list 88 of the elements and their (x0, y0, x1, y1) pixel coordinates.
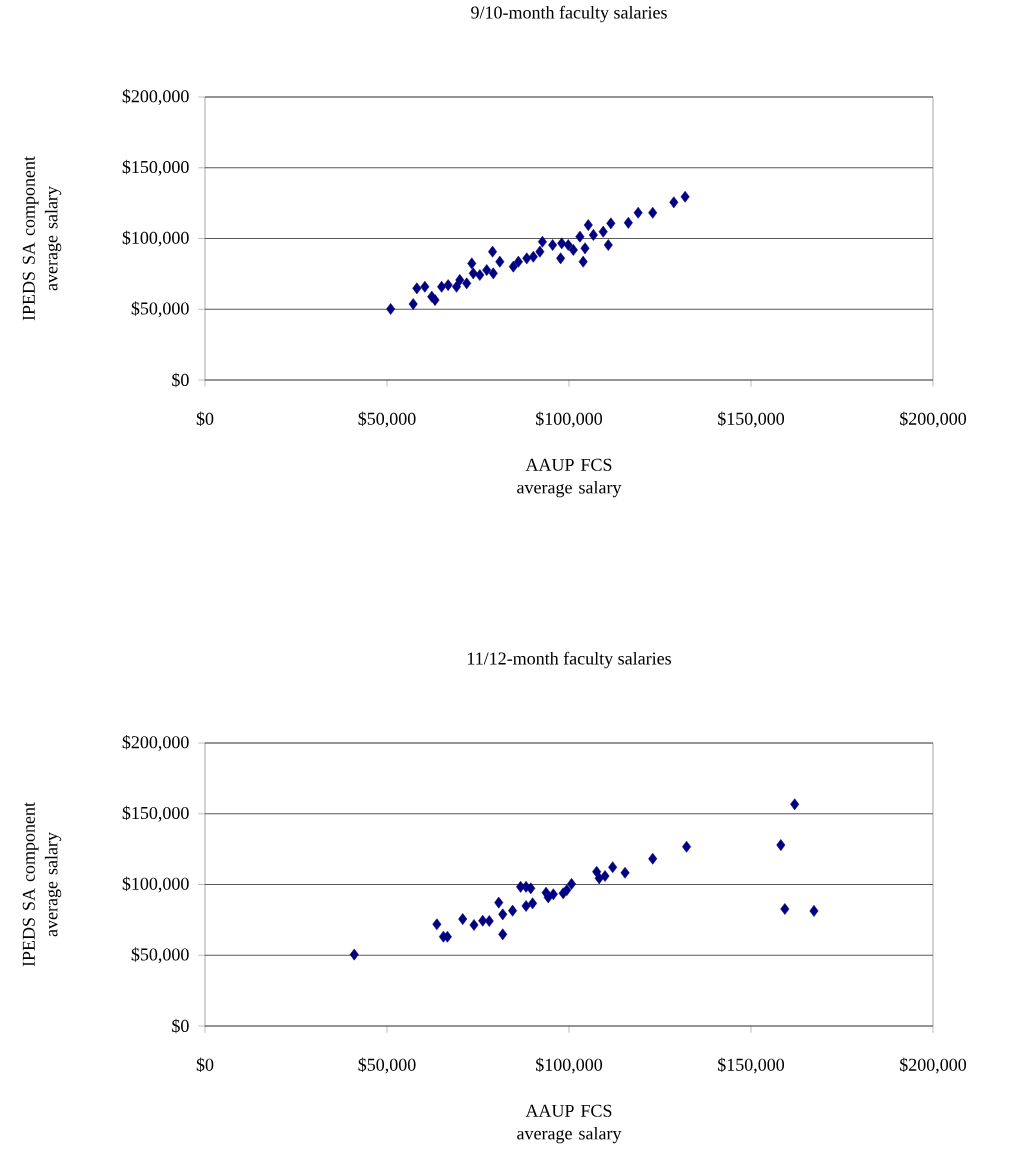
point (598, 225, 608, 238)
point (508, 904, 518, 917)
point (455, 274, 465, 286)
y-tick-label: $50,000 (131, 301, 189, 318)
point (432, 918, 442, 931)
point (648, 206, 658, 219)
point (386, 303, 396, 315)
point (467, 257, 477, 270)
point (648, 852, 658, 865)
point (494, 896, 504, 909)
point (669, 196, 679, 209)
point (408, 298, 418, 310)
point (606, 217, 616, 230)
point (556, 252, 566, 265)
point (623, 216, 633, 229)
point (522, 252, 532, 265)
y-tick-label: $200,000 (122, 735, 189, 751)
point (469, 919, 479, 931)
point (575, 230, 585, 243)
point (430, 294, 440, 306)
point (508, 260, 518, 273)
point (568, 244, 578, 256)
point (548, 888, 558, 901)
point (528, 250, 538, 263)
y-tick-label: $50,000 (131, 947, 189, 964)
point (600, 870, 610, 882)
point (776, 839, 786, 851)
x-tick-label: $150,000 (718, 1057, 785, 1074)
point (790, 798, 800, 811)
point (521, 900, 531, 912)
point (349, 948, 359, 961)
x-tick-label: $200,000 (900, 1057, 967, 1074)
point (488, 245, 498, 258)
x-tick-label: $50,000 (358, 411, 416, 428)
y-axis-title: IPEDS SA component average salary (22, 156, 62, 321)
y-tick-label: $150,000 (122, 805, 189, 822)
x-axis-title: AAUP FCS average salary (517, 458, 622, 498)
point (458, 913, 468, 925)
point (498, 908, 508, 921)
point (468, 267, 478, 280)
point (437, 280, 447, 293)
point (420, 280, 430, 293)
x-tick-label: $200,000 (900, 411, 967, 428)
point (633, 206, 643, 219)
point (412, 282, 422, 295)
point (562, 884, 572, 896)
chart-title: 9/10-month faculty salaries (471, 5, 667, 23)
x-tick-label: $0 (196, 411, 214, 427)
y-tick-label: $0 (172, 1018, 189, 1034)
point (680, 190, 690, 203)
point (567, 878, 577, 890)
point (809, 905, 819, 917)
point (484, 915, 494, 927)
point (580, 242, 590, 255)
x-tick-label: $150,000 (718, 411, 785, 428)
x-tick-label: $50,000 (358, 1057, 416, 1074)
point (528, 897, 538, 910)
point (603, 239, 613, 251)
x-axis-title: AAUP FCS average salary (517, 1104, 622, 1144)
point (482, 264, 492, 276)
point (537, 235, 547, 248)
point (488, 267, 498, 280)
point (443, 279, 453, 291)
y-axis-title: IPEDS SA component average salary (22, 802, 62, 967)
point (620, 866, 630, 879)
point (780, 903, 790, 915)
point (526, 882, 536, 895)
point (608, 861, 618, 874)
y-tick-label: $100,000 (122, 230, 189, 247)
point (498, 928, 508, 941)
point (583, 219, 593, 231)
point (475, 269, 485, 281)
x-tick-label: $100,000 (536, 1057, 603, 1074)
y-tick-label: $100,000 (122, 876, 189, 893)
chart-title: 11/12-month faculty salaries (467, 651, 671, 669)
point (578, 255, 588, 268)
point (495, 255, 505, 268)
point (462, 277, 472, 290)
point (682, 840, 692, 853)
x-tick-label: $100,000 (536, 411, 603, 428)
y-tick-label: $0 (172, 372, 189, 388)
x-tick-label: $0 (196, 1057, 214, 1073)
point (548, 239, 558, 251)
y-tick-label: $200,000 (122, 89, 189, 105)
y-tick-label: $150,000 (122, 159, 189, 176)
point (588, 229, 598, 241)
point (535, 245, 545, 258)
point (513, 255, 523, 268)
